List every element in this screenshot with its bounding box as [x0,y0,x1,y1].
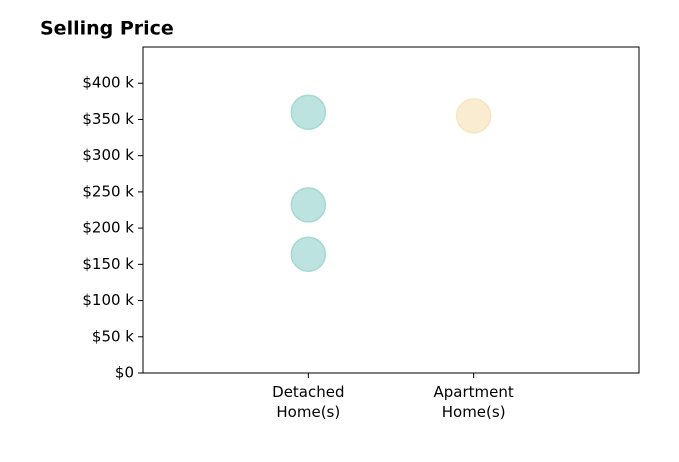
y-tick-label: $400 k [82,74,134,92]
point [290,187,327,223]
y-tick-label: $250 k [82,182,134,200]
y-tick-label: $50 k [92,327,134,345]
y-tick-label: $300 k [82,146,134,164]
point [290,236,327,272]
y-tick-label: $100 k [82,291,134,309]
y-tick-label: $200 k [82,219,134,237]
x-tick-label: Apartment Home(s) [433,383,514,421]
chart-title: Selling Price [40,18,174,40]
point [290,94,327,130]
x-tick-label: Detached Home(s) [272,383,345,421]
plot-frame [142,46,640,374]
point [455,98,492,134]
y-tick-label: $350 k [82,110,134,128]
y-tick-label: $150 k [82,255,134,273]
y-tick-label: $0 [115,364,134,382]
